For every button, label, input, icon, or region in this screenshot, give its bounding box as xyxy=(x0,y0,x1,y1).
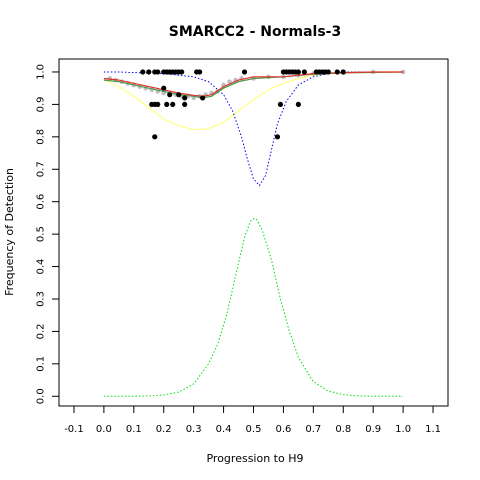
series-0-points xyxy=(140,69,346,140)
data-point xyxy=(295,101,301,108)
data-point xyxy=(200,95,206,101)
y-tick-label: 0.4 xyxy=(36,259,47,275)
data-point xyxy=(140,69,146,75)
data-point xyxy=(179,69,185,75)
data-point xyxy=(182,101,188,108)
data-point xyxy=(152,134,158,140)
x-tick-label: 0.4 xyxy=(216,424,232,435)
y-axis: 0.0 0.1 0.2 0.3 0.4 0.5 0.6 0.7 0.8 0.9 1.0 xyxy=(36,64,60,404)
series-2-line xyxy=(103,71,404,97)
data-point xyxy=(155,101,161,108)
x-tick-label: 1.0 xyxy=(395,424,411,435)
y-tick-label: 0.1 xyxy=(36,356,47,372)
data-point xyxy=(334,69,340,75)
x-tick-label: -0.1 xyxy=(64,424,84,435)
x-tick-label: 0.8 xyxy=(335,424,351,435)
x-tick-label: 0.0 xyxy=(96,424,112,435)
data-point xyxy=(295,69,301,75)
y-tick-label: 0.0 xyxy=(36,388,47,404)
x-tick-label: 0.3 xyxy=(186,424,202,435)
data-point xyxy=(277,101,284,108)
series-6-line xyxy=(103,218,404,397)
y-tick-label: 0.8 xyxy=(36,129,47,145)
y-tick-label: 0.3 xyxy=(36,291,47,307)
x-axis: -0.1 0.0 0.1 0.2 0.3 0.4 0.5 0.6 0.7 0.8 0.9 1.0 1.1 xyxy=(64,405,441,435)
x-tick-label: 0.9 xyxy=(365,424,381,435)
data-point xyxy=(146,69,152,75)
data-point xyxy=(325,69,331,75)
data-point xyxy=(301,69,307,75)
x-tick-label: 0.2 xyxy=(156,424,172,435)
series-4-line xyxy=(103,71,404,187)
data-point xyxy=(161,85,167,91)
y-tick-label: 0.9 xyxy=(36,96,47,112)
series-layer xyxy=(103,69,406,397)
x-tick-label: 0.1 xyxy=(126,424,142,435)
series-5-line xyxy=(103,71,404,131)
data-point xyxy=(241,69,248,75)
data-point xyxy=(340,69,346,75)
data-point xyxy=(170,101,176,108)
data-point xyxy=(176,92,182,98)
x-tick-label: 0.5 xyxy=(246,424,262,435)
data-point xyxy=(164,101,170,108)
y-tick-label: 0.6 xyxy=(36,194,47,210)
data-point xyxy=(400,69,406,75)
data-point xyxy=(167,92,173,98)
x-tick-label: 0.7 xyxy=(305,424,321,435)
x-axis-label: Progression to H9 xyxy=(206,452,303,465)
data-point xyxy=(182,95,188,101)
data-point xyxy=(197,69,203,75)
data-point xyxy=(155,69,161,75)
data-point xyxy=(274,134,281,140)
y-tick-label: 0.5 xyxy=(36,226,47,242)
chart-title: SMARCC2 - Normals-3 xyxy=(169,24,341,40)
y-tick-label: 1.0 xyxy=(36,64,47,80)
x-tick-label: 0.6 xyxy=(275,424,291,435)
y-tick-label: 0.7 xyxy=(36,161,47,177)
x-tick-label: 1.1 xyxy=(425,424,441,435)
y-tick-label: 0.2 xyxy=(36,323,47,339)
y-axis-label: Frequency of Detection xyxy=(3,168,16,296)
